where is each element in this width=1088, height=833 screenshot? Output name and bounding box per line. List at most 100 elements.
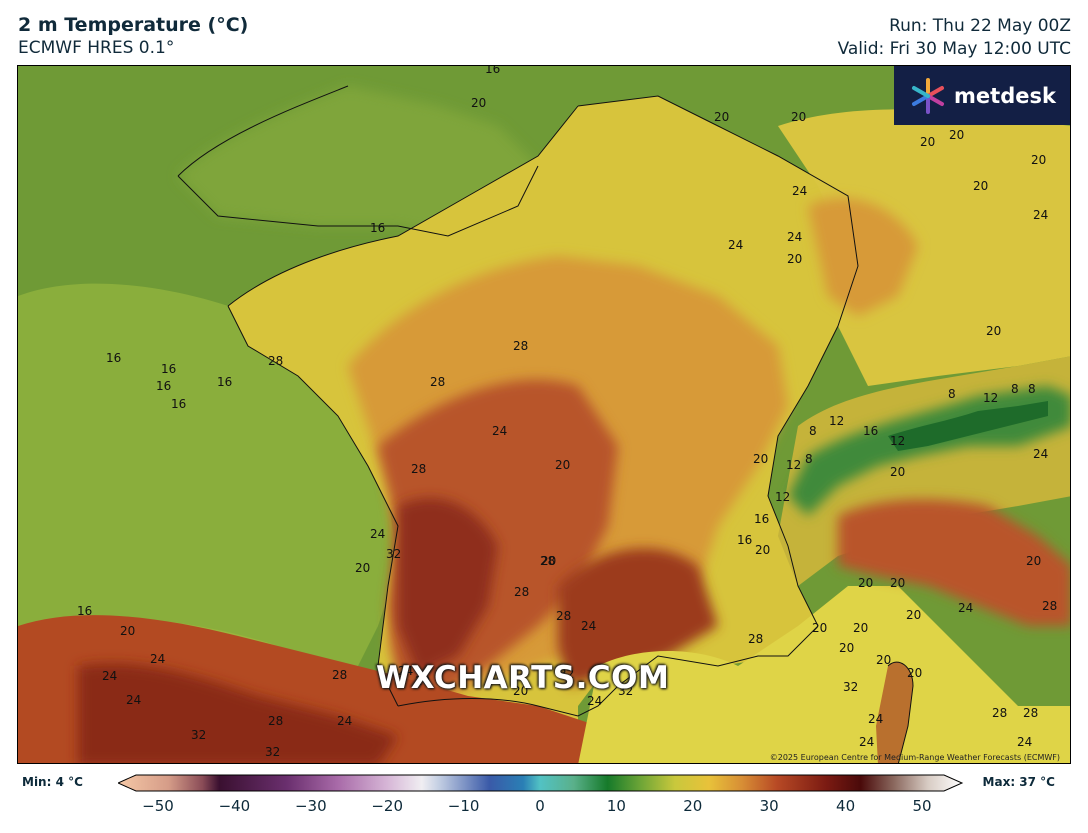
contour-label: 24 [370, 527, 386, 541]
contour-label: 24 [859, 735, 875, 749]
contour-label: 20 [907, 666, 923, 680]
contour-label: 16 [217, 375, 233, 389]
contour-label: 12 [890, 434, 906, 448]
contour-label: 20 [541, 554, 557, 568]
contour-label: 32 [386, 547, 402, 561]
contour-label: 20 [415, 674, 431, 688]
metdesk-logo: metdesk [894, 66, 1070, 125]
contour-label: 24 [1033, 447, 1049, 461]
contour-label: 24 [398, 664, 414, 678]
contour-label: 24 [728, 238, 744, 252]
contour-label: 16 [485, 65, 501, 76]
scale-tick-label: −10 [447, 797, 480, 815]
contour-label: 20 [753, 452, 769, 466]
contour-label: 20 [973, 179, 989, 193]
map-canvas [18, 66, 1070, 763]
contour-label: 20 [513, 684, 529, 698]
scale-tick-label: −20 [371, 797, 404, 815]
contour-label: 20 [920, 135, 936, 149]
contour-label: 28 [268, 714, 284, 728]
contour-label: 28 [992, 706, 1008, 720]
contour-label: 28 [540, 554, 556, 568]
contour-label: 12 [775, 490, 791, 504]
contour-label: 20 [787, 252, 803, 266]
contour-label: 24 [150, 652, 166, 666]
contour-label: 20 [949, 128, 965, 142]
contour-label: 20 [812, 621, 828, 635]
contour-label: 20 [471, 96, 487, 110]
contour-label: 20 [1026, 554, 1042, 568]
scale-tick-label: 30 [759, 797, 779, 815]
chart-title: 2 m Temperature (°C) [18, 14, 249, 36]
scale-tick-label: −40 [218, 797, 251, 815]
contour-label: 20 [986, 324, 1002, 338]
contour-label: 28 [430, 375, 446, 389]
contour-label: 28 [748, 632, 764, 646]
contour-label: 12 [786, 458, 802, 472]
contour-label: 24 [1033, 208, 1049, 222]
contour-label: 16 [863, 424, 879, 438]
scale-tick-label: 40 [836, 797, 856, 815]
wxcharts-watermark: WXCHARTS.COM [376, 660, 670, 696]
scale-tick-label: −50 [142, 797, 174, 815]
contour-label: 20 [714, 110, 730, 124]
contour-label: 20 [853, 621, 869, 635]
contour-label: 28 [411, 462, 427, 476]
contour-label: 12 [983, 391, 999, 405]
run-time: Run: Thu 22 May 00Z [889, 16, 1071, 36]
contour-label: 8 [1011, 382, 1019, 396]
contour-label: 20 [555, 458, 571, 472]
contour-label: 28 [513, 339, 529, 353]
contour-label: 20 [906, 608, 922, 622]
contour-label: 20 [791, 110, 807, 124]
contour-label: 24 [787, 230, 803, 244]
contour-label: 24 [126, 693, 142, 707]
contour-label: 8 [1028, 382, 1036, 396]
scale-tick-label: 50 [912, 797, 932, 815]
scale-tick-label: 10 [606, 797, 626, 815]
contour-label: 24 [868, 712, 884, 726]
contour-label: 32 [618, 684, 634, 698]
scale-tick-label: −30 [294, 797, 327, 815]
contour-label: 20 [755, 543, 771, 557]
contour-label: 24 [102, 669, 118, 683]
scale-tick-label: 20 [683, 797, 703, 815]
contour-label: 8 [809, 424, 817, 438]
contour-label: 16 [737, 533, 753, 547]
contour-label: 24 [581, 619, 597, 633]
color-scale-bar [118, 774, 964, 792]
contour-label: 16 [161, 362, 177, 376]
contour-label: 24 [337, 714, 353, 728]
metdesk-flower-icon [908, 76, 948, 116]
model-name: ECMWF HRES 0.1° [18, 38, 175, 58]
copyright-notice: ©2025 European Centre for Medium-Range W… [769, 753, 1060, 762]
contour-label: 20 [1031, 153, 1047, 167]
contour-label: 16 [106, 351, 122, 365]
contour-label: 32 [843, 680, 859, 694]
max-temperature: Max: 37 °C [982, 775, 1055, 789]
contour-label: 28 [556, 609, 572, 623]
contour-label: 32 [559, 667, 575, 681]
contour-label: 20 [876, 653, 892, 667]
contour-label: 24 [1017, 735, 1033, 749]
contour-label: 16 [370, 222, 385, 234]
contour-label: 16 [754, 512, 770, 526]
contour-label: 20 [120, 624, 136, 638]
contour-label: 16 [77, 604, 93, 618]
contour-label: 28 [514, 585, 530, 599]
scale-tick-label: 0 [535, 797, 545, 815]
temperature-map[interactable]: 1620202020202024242424202016161616161616… [17, 65, 1071, 764]
contour-label: 28 [332, 668, 348, 682]
contour-label: 20 [890, 465, 906, 479]
contour-label: 20 [858, 576, 874, 590]
metdesk-wordmark: metdesk [954, 83, 1056, 108]
contour-label: 20 [890, 576, 906, 590]
contour-label: 8 [948, 387, 956, 401]
contour-label: 16 [171, 397, 187, 411]
contour-label: 28 [1042, 599, 1058, 613]
contour-label: 12 [829, 414, 845, 428]
contour-label: 8 [805, 452, 813, 466]
contour-label: 24 [792, 184, 808, 198]
contour-label: 28 [1023, 706, 1039, 720]
contour-label: 24 [587, 694, 603, 708]
